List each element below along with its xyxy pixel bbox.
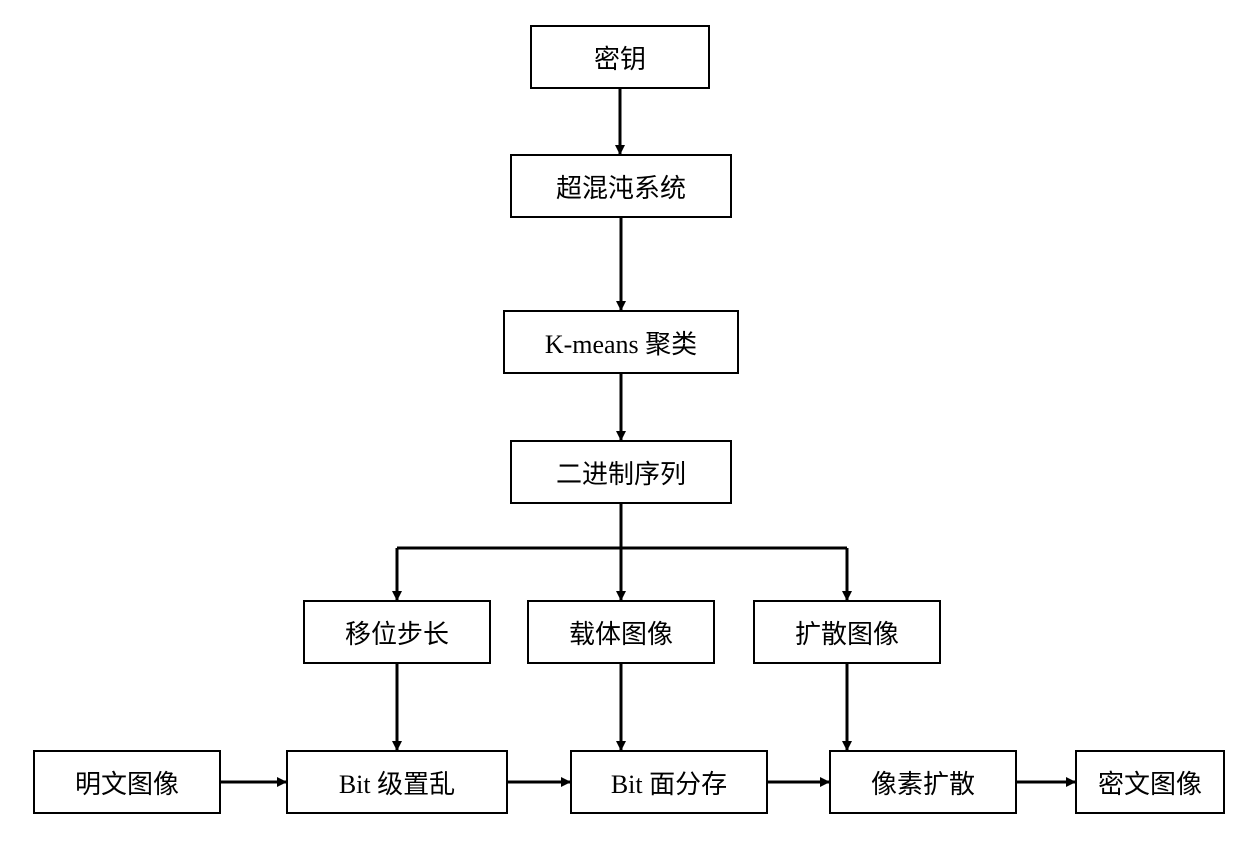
node-label: 像素扩散 xyxy=(871,764,975,801)
flowchart-node-spread: 扩散图像 xyxy=(753,600,941,664)
flowchart-arrows xyxy=(0,0,1240,858)
node-label: 超混沌系统 xyxy=(556,168,686,205)
flowchart-node-shift: 移位步长 xyxy=(303,600,491,664)
node-label: 密钥 xyxy=(594,39,646,76)
flowchart-node-binary: 二进制序列 xyxy=(510,440,732,504)
node-label: 扩散图像 xyxy=(795,614,899,651)
flowchart-node-cipher: 密文图像 xyxy=(1075,750,1225,814)
flowchart-node-key: 密钥 xyxy=(530,25,710,89)
flowchart-node-pixeldiff: 像素扩散 xyxy=(829,750,1017,814)
node-label: Bit 面分存 xyxy=(611,764,727,801)
node-label: 二进制序列 xyxy=(556,454,686,491)
flowchart-node-kmeans: K-means 聚类 xyxy=(503,310,739,374)
flowchart-node-hyper: 超混沌系统 xyxy=(510,154,732,218)
flowchart-node-bitscramble: Bit 级置乱 xyxy=(286,750,508,814)
node-label: 载体图像 xyxy=(569,614,673,651)
node-label: 明文图像 xyxy=(75,764,179,801)
node-label: 移位步长 xyxy=(345,614,449,651)
flowchart-node-plaintext: 明文图像 xyxy=(33,750,221,814)
flowchart-node-carrier: 载体图像 xyxy=(527,600,715,664)
flowchart-node-bitplane: Bit 面分存 xyxy=(570,750,768,814)
node-label: K-means 聚类 xyxy=(545,324,697,361)
node-label: 密文图像 xyxy=(1098,764,1202,801)
node-label: Bit 级置乱 xyxy=(339,764,455,801)
